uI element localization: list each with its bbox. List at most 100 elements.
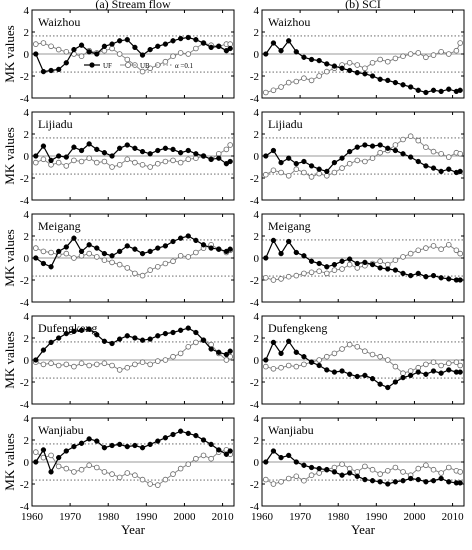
uf-point — [385, 384, 391, 391]
y-tick-label: 4 — [24, 311, 30, 323]
column-title-sci: (b) SCI — [345, 0, 381, 11]
ub-point — [270, 365, 277, 372]
ub-point — [116, 261, 123, 268]
ub-point — [139, 476, 146, 483]
uf-point — [162, 145, 169, 151]
ub-point — [78, 466, 85, 473]
y-tick-label: -2 — [20, 479, 29, 491]
legend-uf-label: UF — [103, 62, 112, 70]
uf-point — [347, 67, 353, 74]
station-label-lijiadu-streamflow: Lijiadu — [38, 117, 73, 131]
ub-point — [55, 463, 62, 470]
uf-point — [48, 339, 54, 346]
ub-point — [453, 247, 460, 254]
ub-point — [285, 173, 292, 179]
y-tick-label: -2 — [250, 71, 259, 83]
y-tick-label: 2 — [24, 27, 30, 39]
ub-point — [278, 276, 284, 282]
ub-point — [71, 157, 77, 164]
ub-point — [170, 53, 176, 59]
y-tick-label: -4 — [20, 399, 30, 411]
ub-point — [63, 163, 70, 169]
ub-point — [40, 156, 47, 163]
uf-point — [101, 43, 108, 49]
uf-point — [56, 454, 62, 461]
ub-point — [415, 50, 422, 56]
station-label-wanjiabu-streamflow: Wanjiabu — [38, 423, 84, 437]
station-label-lijiadu-sci: Lijiadu — [268, 117, 303, 131]
uf-point — [316, 166, 322, 172]
ub-point — [154, 263, 161, 270]
ub-point — [124, 364, 131, 371]
ub-point — [177, 465, 184, 472]
ub-point — [377, 471, 383, 477]
uf-point — [377, 479, 383, 485]
ub-point — [354, 343, 361, 350]
ub-point — [445, 242, 452, 248]
uf-point — [278, 250, 284, 257]
uf-point — [109, 253, 115, 259]
ub-point — [400, 53, 406, 59]
ub-point — [101, 158, 108, 165]
uf-point — [423, 274, 429, 280]
uf-point — [208, 346, 214, 352]
uf-point — [147, 248, 153, 255]
uf-point — [430, 165, 437, 171]
ub-point — [323, 173, 330, 179]
uf-point — [400, 82, 406, 88]
y-tick-label: -4 — [20, 501, 30, 513]
ub-point — [40, 40, 47, 46]
uf-point — [124, 243, 130, 249]
uf-point — [101, 250, 108, 257]
ub-point — [193, 455, 199, 462]
uf-point — [385, 266, 391, 272]
uf-point — [339, 472, 345, 478]
x-tick-label: 1960 — [251, 511, 274, 523]
ub-point — [63, 250, 70, 257]
y-tick-label: -4 — [250, 297, 260, 309]
ub-point — [400, 136, 406, 143]
ub-point — [162, 58, 169, 65]
uf-point — [86, 141, 92, 147]
uf-point — [227, 158, 233, 165]
ub-point — [147, 361, 153, 368]
ub-point — [438, 470, 444, 476]
y-tick-label: 2 — [254, 333, 260, 345]
ub-point — [430, 466, 437, 473]
station-label-dufengkeng-sci: Dufengkeng — [268, 321, 327, 335]
ub-point — [400, 469, 406, 475]
ub-point — [48, 162, 54, 168]
uf-point — [331, 63, 338, 69]
ub-point — [453, 47, 460, 54]
ub-point — [400, 370, 406, 377]
uf-point — [94, 438, 100, 444]
uf-point — [86, 49, 92, 55]
uf-point — [147, 46, 153, 53]
uf-point — [354, 473, 360, 479]
y-tick-label: -2 — [250, 173, 259, 185]
ub-point — [147, 65, 153, 72]
ub-point — [423, 245, 429, 251]
uf-point — [385, 481, 391, 487]
uf-point — [347, 470, 353, 476]
ub-point — [200, 452, 207, 459]
uf-point — [301, 54, 307, 60]
uf-point — [101, 150, 108, 156]
ub-point — [263, 476, 269, 483]
uf-point — [63, 330, 69, 337]
ub-point — [377, 353, 383, 360]
ub-point — [63, 465, 70, 472]
uf-point — [457, 369, 463, 375]
ub-point — [331, 267, 338, 273]
ub-point — [384, 261, 391, 268]
uf-point — [286, 38, 292, 44]
ub-point — [223, 146, 230, 153]
ub-point — [185, 343, 192, 350]
uf-point — [423, 371, 429, 377]
ub-point — [323, 270, 330, 277]
ub-point — [78, 360, 85, 367]
ub-point — [346, 341, 353, 348]
ub-point — [423, 54, 429, 61]
uf-point — [170, 238, 176, 245]
